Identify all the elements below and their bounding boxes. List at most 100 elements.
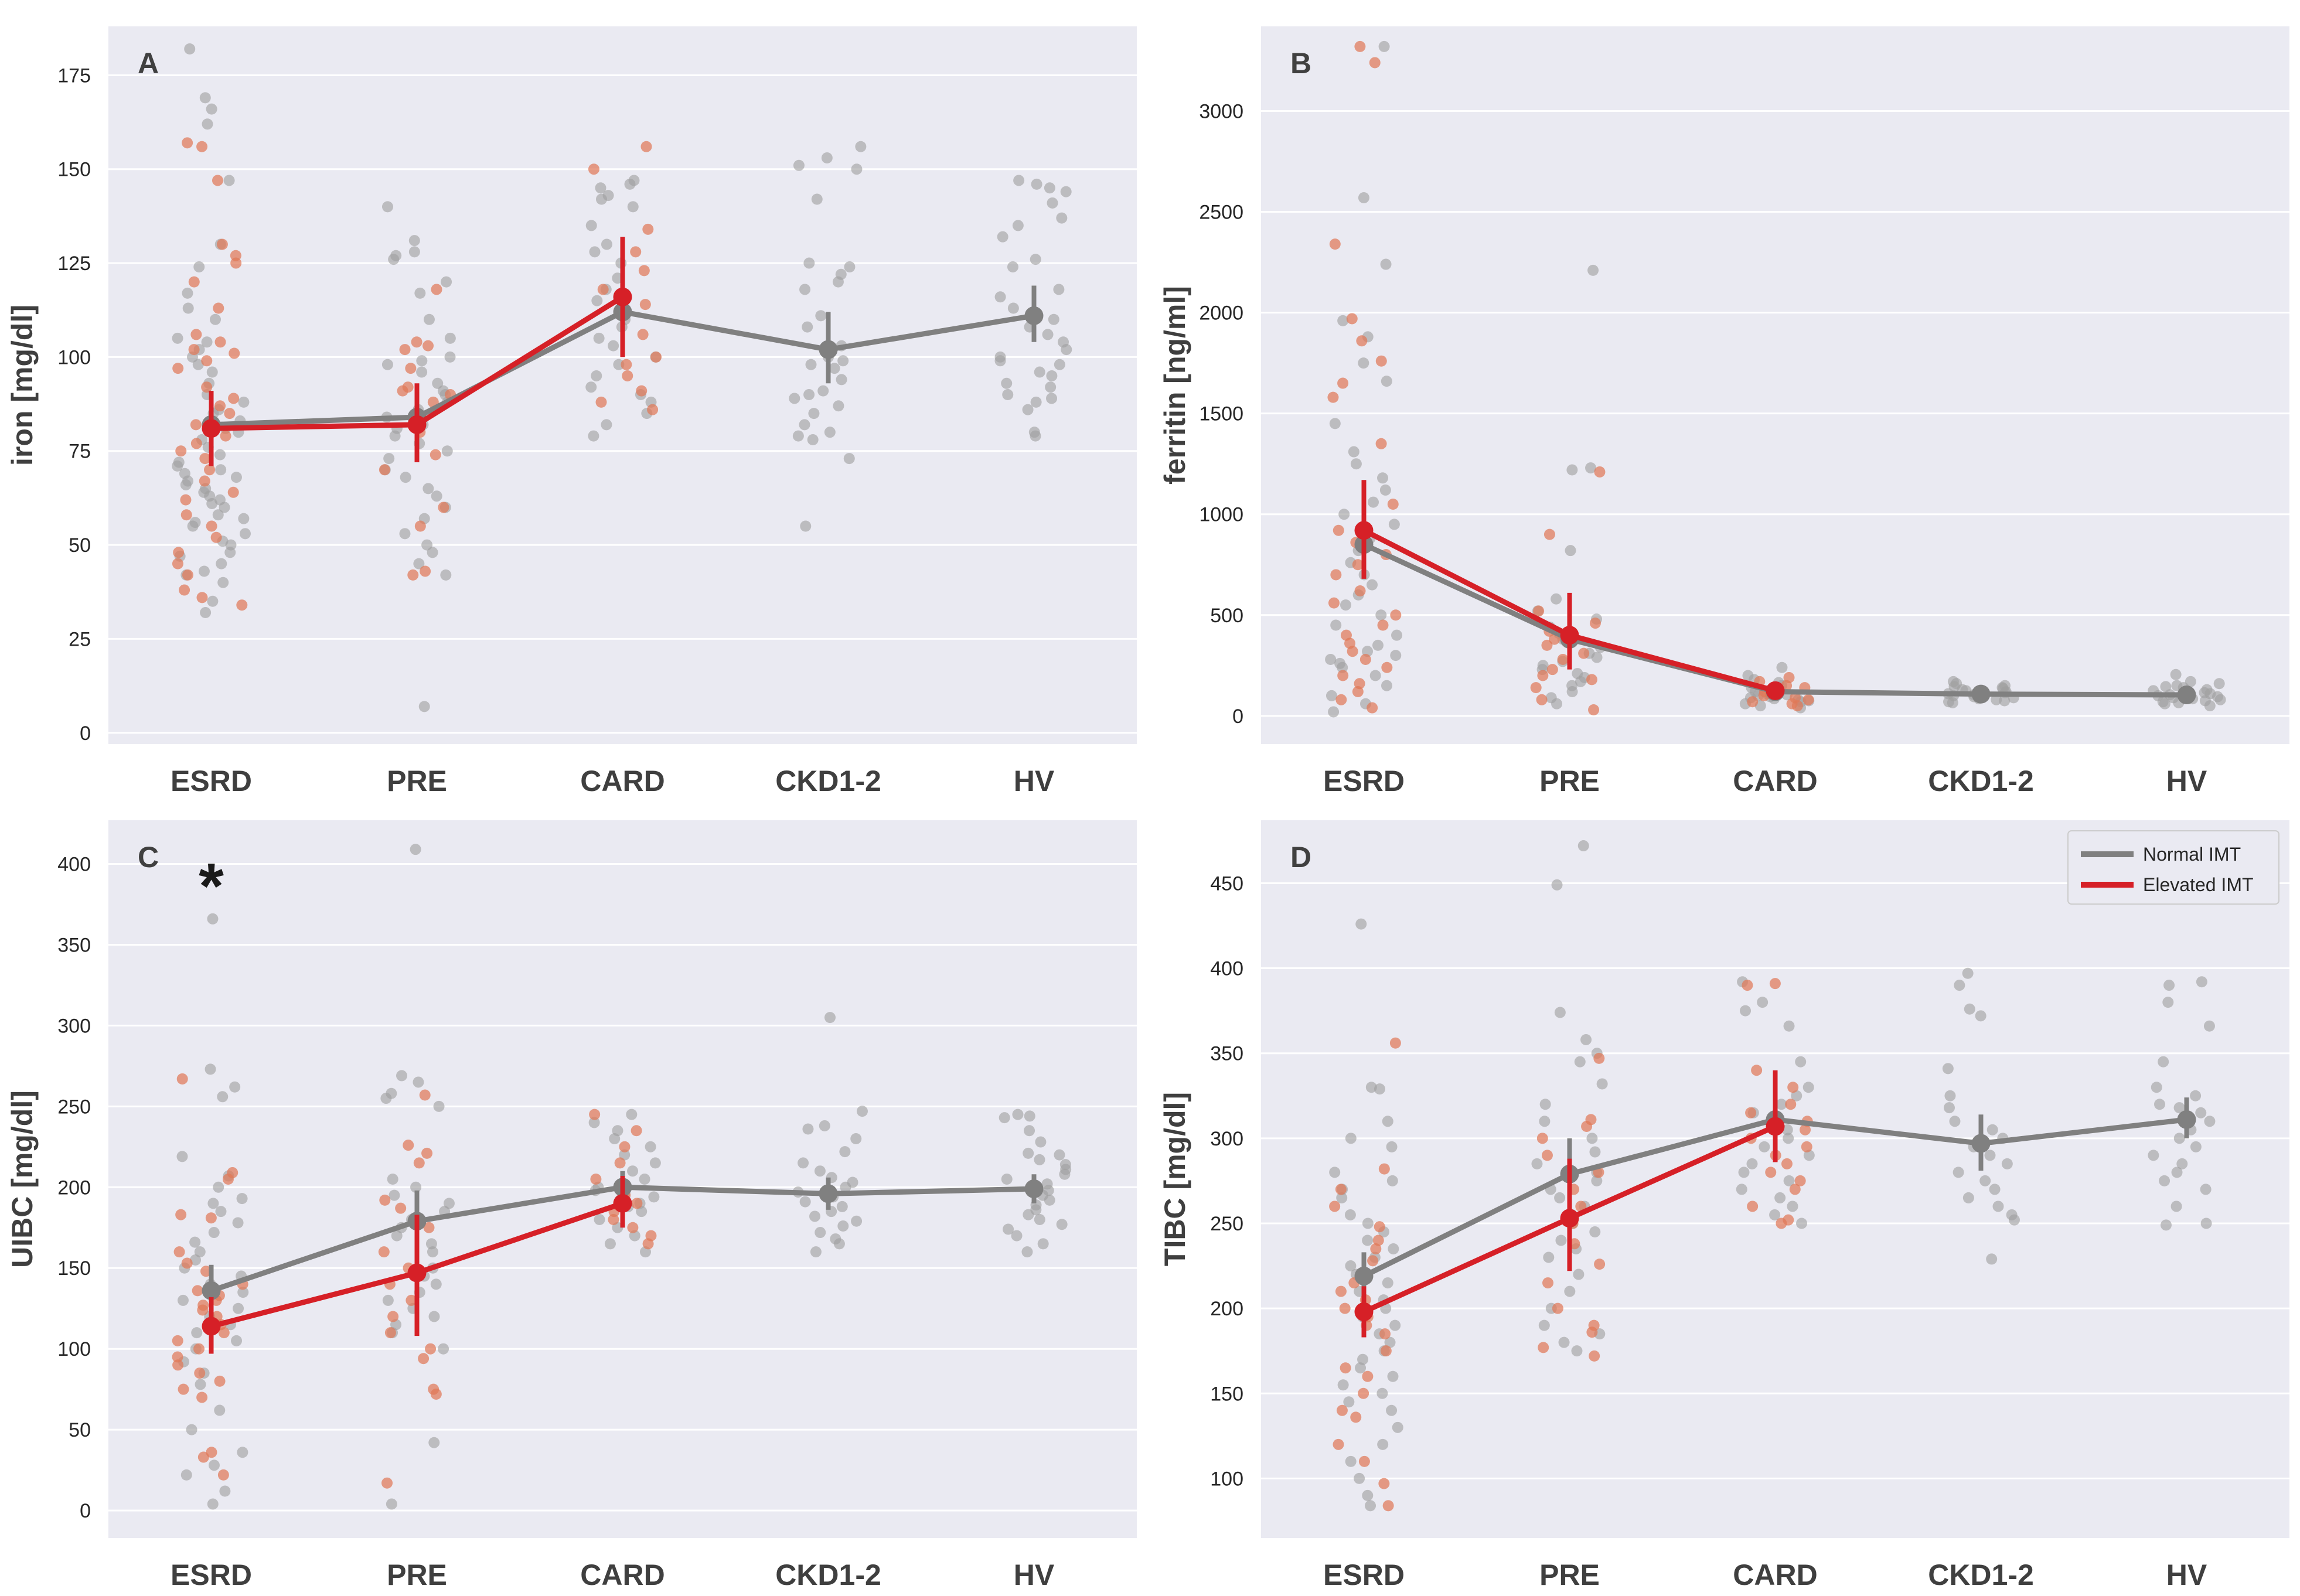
strip-point-normal	[1791, 1090, 1802, 1101]
strip-point-normal	[1367, 579, 1378, 591]
strip-point-normal	[832, 276, 844, 288]
strip-point-normal	[443, 1198, 455, 1209]
strip-point-elevated	[1802, 694, 1814, 705]
strip-point-normal	[855, 141, 867, 152]
strip-point-normal	[829, 363, 840, 374]
strip-point-normal	[2154, 1099, 2166, 1110]
x-tick-label: CARD	[580, 765, 665, 797]
strip-point-elevated	[210, 531, 222, 543]
series-elevated	[1354, 1070, 1785, 1338]
strip-point-normal	[809, 1210, 821, 1222]
strip-point-normal	[1999, 695, 2011, 707]
strip-point-normal	[388, 254, 400, 265]
strip-point-elevated	[397, 385, 408, 397]
y-tick-label: 350	[57, 934, 91, 956]
strip-point-elevated	[182, 137, 193, 149]
strip-point-normal	[814, 1165, 826, 1177]
strip-point-normal	[1986, 1124, 1998, 1135]
strip-point-elevated	[1789, 1184, 1801, 1195]
strip-point-elevated	[430, 449, 441, 461]
strip-point-normal	[237, 1287, 249, 1298]
strip-point-elevated	[1379, 1328, 1391, 1340]
strip-point-elevated	[642, 223, 654, 235]
strip-point-normal	[219, 1485, 231, 1497]
strip-point-normal	[1030, 396, 1042, 408]
strip-point-normal	[789, 393, 800, 404]
strip-point-normal	[1531, 1158, 1543, 1169]
strip-point-normal	[1061, 344, 1072, 356]
x-tick-label: PRE	[387, 765, 447, 797]
strip-point-normal	[2163, 980, 2175, 991]
strip-point-elevated	[173, 1246, 185, 1258]
strip-point-elevated	[631, 1198, 643, 1209]
y-tick-label: 1500	[1199, 403, 1243, 425]
strip-point-normal	[217, 1091, 229, 1103]
strip-point-elevated	[1588, 704, 1600, 716]
strip-point-elevated	[647, 404, 659, 415]
strip-point-normal	[214, 1404, 226, 1416]
y-tick-label: 200	[1210, 1298, 1243, 1320]
strip-point-elevated	[205, 1212, 217, 1224]
strip-point-elevated	[1546, 664, 1558, 676]
strip-point-elevated	[1378, 1478, 1390, 1489]
strip-point-elevated	[1536, 1133, 1548, 1144]
strip-point-normal	[1387, 1370, 1399, 1382]
strip-point-normal	[1365, 1082, 1377, 1093]
strip-point-normal	[808, 408, 820, 420]
strip-point-normal	[190, 1254, 202, 1266]
y-tick-label: 175	[57, 64, 91, 87]
strip-point-normal	[2176, 1158, 2188, 1169]
strip-point-normal	[2200, 1184, 2212, 1195]
strip-point-elevated	[224, 408, 236, 420]
mean-marker	[202, 1281, 221, 1300]
strip-point-normal	[1007, 261, 1018, 272]
strip-point-normal	[1375, 609, 1387, 621]
strip-point-normal	[1330, 619, 1342, 631]
strip-point-normal	[1591, 1175, 1603, 1186]
strip-point-normal	[799, 419, 810, 431]
strip-point-normal	[2162, 997, 2174, 1008]
strip-point-elevated	[1594, 466, 1606, 478]
strip-point-normal	[1362, 1234, 1374, 1246]
strip-point-elevated	[379, 1194, 391, 1206]
strip-point-normal	[1989, 1184, 2001, 1195]
strip-point-normal	[209, 313, 221, 325]
strip-point-normal	[1023, 1209, 1034, 1220]
strip-point-normal	[1388, 1243, 1399, 1255]
strip-point-normal	[1774, 1192, 1786, 1203]
strip-point-normal	[1047, 197, 1058, 209]
mean-marker	[202, 419, 221, 438]
strip-point-normal	[1369, 670, 1381, 681]
strip-point-elevated	[621, 359, 632, 370]
strip-point-normal	[588, 430, 599, 442]
strip-point-normal	[627, 201, 639, 213]
strip-point-normal	[1340, 599, 1351, 611]
strip-point-elevated	[188, 344, 200, 356]
panel-label: C	[138, 841, 159, 874]
strip-point-elevated	[182, 569, 193, 581]
strip-point-normal	[1329, 418, 1341, 429]
strip-point-normal	[1042, 329, 1054, 340]
strip-point-normal	[1587, 264, 1599, 276]
strip-point-normal	[219, 502, 230, 513]
y-tick-label: 150	[57, 1257, 91, 1280]
y-tick-label: 25	[69, 628, 91, 650]
mean-marker	[2177, 686, 2196, 705]
strip-point-normal	[1362, 1218, 1374, 1229]
strip-point-elevated	[1337, 670, 1349, 681]
strip-point-normal	[423, 313, 435, 325]
y-tick-label: 350	[1210, 1043, 1243, 1065]
mean-marker	[1354, 1266, 1374, 1285]
strip-point-normal	[2173, 1102, 2185, 1114]
strip-point-normal	[1034, 366, 1045, 378]
strip-point-normal	[836, 1201, 848, 1212]
strip-point-elevated	[190, 438, 202, 449]
strip-point-elevated	[423, 1222, 435, 1233]
x-tick-label: CARD	[580, 1559, 665, 1591]
strip-point-elevated	[220, 430, 231, 442]
strip-point-elevated	[190, 329, 202, 340]
strip-point-elevated	[1378, 1163, 1390, 1175]
strip-point-normal	[1953, 1167, 1964, 1178]
strip-point-elevated	[214, 400, 226, 412]
strip-point-normal	[792, 430, 804, 442]
